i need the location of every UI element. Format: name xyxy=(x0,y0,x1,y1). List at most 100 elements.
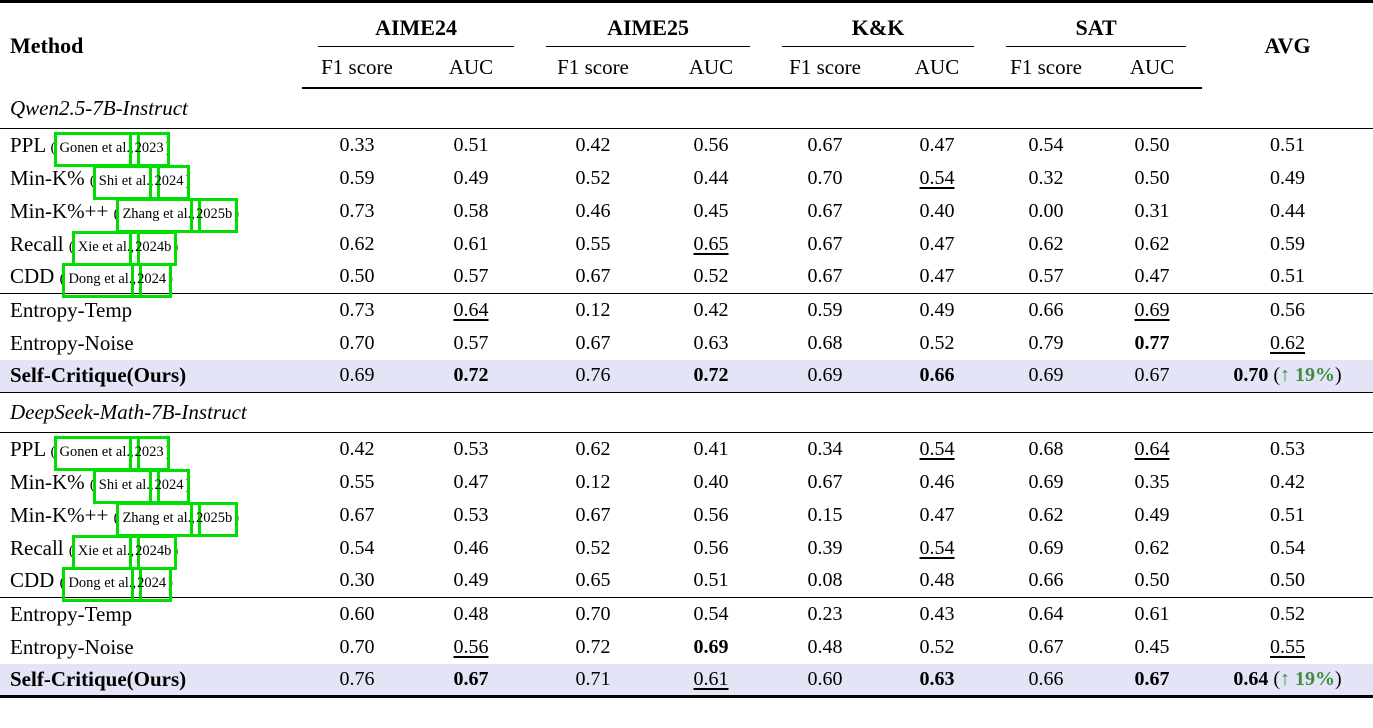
score-value: 0.69 xyxy=(1028,470,1064,493)
score-cell: 0.65 xyxy=(656,228,766,261)
score-cell: 0.69 xyxy=(990,532,1102,565)
score-value: 0.48 xyxy=(807,635,843,658)
score-value: 0.62 xyxy=(1270,331,1306,354)
score-value: 0.65 xyxy=(575,569,611,592)
citation-annotation-box: 2024b xyxy=(129,230,178,266)
section-title-row: DeepSeek-Math-7B-Instruct xyxy=(0,392,1373,433)
score-cell: 0.72 xyxy=(412,359,531,393)
score-cell: 0.51 xyxy=(1202,129,1373,162)
score-cell: 0.67 xyxy=(412,663,531,697)
score-cell: 0.54 xyxy=(884,162,990,195)
score-value: 0.57 xyxy=(453,331,489,354)
score-value: 0.70 xyxy=(575,602,611,625)
score-value: 0.45 xyxy=(693,199,729,222)
score-cell: 0.52 xyxy=(1202,598,1373,631)
citation-open-paren: ( xyxy=(50,139,56,156)
score-cell: 0.65 xyxy=(530,564,657,598)
group-label-sat: SAT xyxy=(1006,15,1187,47)
score-value: 0.55 xyxy=(575,232,611,255)
method-cell: Min-K%++ (Zhang et al.,2025b) xyxy=(0,499,302,537)
method-cell: Entropy-Noise xyxy=(0,631,302,664)
score-cell: 0.47 xyxy=(884,499,990,532)
score-cell: 0.69 xyxy=(990,466,1102,499)
score-value: 0.31 xyxy=(1134,199,1170,222)
citation: (Dong et al.,2024) xyxy=(60,567,173,603)
method-cell: CDD (Dong et al.,2024) xyxy=(0,260,302,299)
score-cell: 0.48 xyxy=(412,598,530,631)
score-value: 0.62 xyxy=(1028,503,1064,526)
score-value: 0.45 xyxy=(1134,635,1170,658)
score-value: 0.44 xyxy=(1270,199,1306,222)
method-cell: Self-Critique(Ours) xyxy=(0,359,302,393)
citation: (Shi et al.,2024) xyxy=(90,468,190,504)
citation-annotation-box: 2024 xyxy=(131,263,173,299)
score-value: 0.57 xyxy=(453,265,489,288)
table-row: Self-Critique(Ours) 0.76 0.67 0.71 0.61 0.60 0… xyxy=(0,663,1373,697)
score-cell: 0.70 (↑ 19%) xyxy=(1202,359,1373,393)
citation-annotation-box: 2023 xyxy=(128,131,170,167)
score-value: 0.51 xyxy=(453,133,489,156)
score-cell: 0.47 xyxy=(884,228,990,261)
score-cell: 0.72 xyxy=(530,631,656,664)
score-value: 0.67 xyxy=(807,470,843,493)
method-label: CDD xyxy=(10,568,55,593)
citation-annotation-box: 2024 xyxy=(131,567,173,603)
score-value: 0.63 xyxy=(693,331,729,354)
score-value: 0.58 xyxy=(453,199,489,222)
score-cell: 0.60 xyxy=(302,598,412,631)
citation-annotation-box: 2024 xyxy=(148,468,190,504)
score-value: 0.67 xyxy=(575,265,611,288)
method-label: PPL xyxy=(10,132,46,157)
score-cell: 0.12 xyxy=(530,294,656,327)
score-value: 0.57 xyxy=(1028,265,1064,288)
citation: (Xie et al.,2024b) xyxy=(69,534,178,570)
score-value: 0.47 xyxy=(1134,265,1170,288)
score-value: 0.67 xyxy=(575,503,611,526)
score-cell: 0.61 xyxy=(656,663,767,697)
score-cell: 0.46 xyxy=(412,532,530,565)
score-cell: 0.73 xyxy=(302,195,412,228)
column-group-aime24: AIME24 xyxy=(302,2,530,47)
gain-open-paren: ( xyxy=(1273,364,1281,387)
score-value: 0.62 xyxy=(575,437,611,460)
score-cell: 0.63 xyxy=(656,327,766,360)
score-value: 0.56 xyxy=(1270,298,1306,321)
score-value: 0.73 xyxy=(339,298,375,321)
score-value: 0.54 xyxy=(693,602,729,625)
citation-annotation-box: 2023 xyxy=(128,435,170,471)
score-cell: 0.53 xyxy=(1202,433,1373,466)
score-value: 0.43 xyxy=(919,602,955,625)
score-value: 0.70 xyxy=(807,166,843,189)
score-cell: 0.08 xyxy=(766,564,885,598)
method-label: Recall xyxy=(10,231,64,256)
score-value: 0.32 xyxy=(1028,166,1064,189)
score-value: 0.47 xyxy=(919,232,955,255)
score-value: 0.59 xyxy=(1270,232,1306,255)
method-cell: Entropy-Temp xyxy=(0,294,302,327)
score-value: 0.00 xyxy=(1028,199,1064,222)
method-cell: Min-K%++ (Zhang et al.,2025b) xyxy=(0,195,302,233)
score-value: 0.66 xyxy=(919,364,955,387)
score-cell: 0.35 xyxy=(1102,466,1202,499)
score-cell: 0.51 xyxy=(1202,499,1373,532)
score-value: 0.72 xyxy=(453,364,489,387)
column-subheader-auc-kk: AUC xyxy=(884,47,991,89)
method-label: Self-Critique(Ours) xyxy=(10,666,187,691)
header-group-row: Method AIME24 AIME25 K&K SAT AVG xyxy=(0,2,1373,58)
score-value: 0.52 xyxy=(575,536,611,559)
score-value: 0.35 xyxy=(1134,470,1170,493)
score-value: 0.51 xyxy=(1270,133,1306,156)
score-value: 0.67 xyxy=(453,667,489,690)
score-value: 0.62 xyxy=(1134,536,1170,559)
score-value: 0.61 xyxy=(453,232,489,255)
method-cell: CDD (Dong et al.,2024) xyxy=(0,564,302,603)
score-cell: 0.53 xyxy=(412,433,530,466)
score-cell: 0.31 xyxy=(1102,195,1202,228)
score-cell: 0.54 xyxy=(884,532,990,565)
score-cell: 0.67 xyxy=(530,499,656,532)
score-cell: 0.23 xyxy=(766,598,884,631)
score-cell: 0.47 xyxy=(884,260,991,294)
score-cell: 0.70 xyxy=(766,162,884,195)
score-value: 0.42 xyxy=(575,133,611,156)
table-row: Min-K%++ (Zhang et al.,2025b) 0.67 0.53 0.6… xyxy=(0,499,1373,537)
